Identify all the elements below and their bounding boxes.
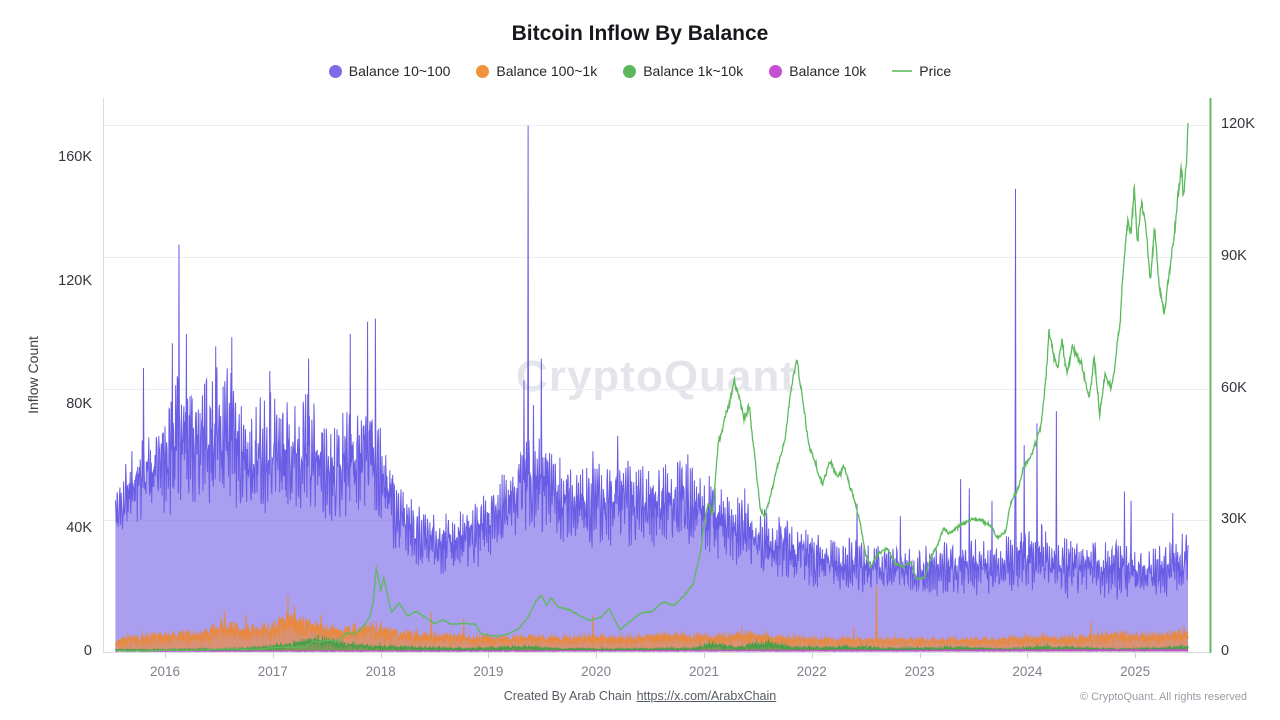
left-axis-tick-label: 80K (66, 396, 92, 412)
x-axis-year-label: 2020 (581, 664, 612, 679)
legend-item-label: Balance 10~100 (348, 63, 451, 79)
legend-dot-icon (328, 64, 342, 78)
legend-dot-icon (769, 64, 783, 78)
left-axis-tick-label: 120K (58, 272, 92, 289)
x-axis-year-label: 2023 (904, 664, 935, 679)
x-axis-year-label: 2019 (473, 664, 504, 679)
legend-item-label: Balance 100~1k (496, 63, 598, 79)
legend-line-icon (892, 70, 913, 72)
x-axis-year-label: 2016 (149, 664, 181, 679)
x-axis-year-label: 2018 (365, 664, 396, 679)
footer-credit-text: Created By Arab Chain (503, 689, 632, 703)
left-axis-tick-label: 160K (58, 149, 92, 165)
right-axis-tick-label: 30K (1221, 511, 1247, 528)
x-axis-year-label: 2022 (796, 664, 827, 679)
legend-item-balance-10k[interactable]: Balance 10k (769, 63, 866, 79)
legend-item-balance-100-1k[interactable]: Balance 100~1k (476, 63, 597, 79)
footer-credit: Created By Arab Chain https://x.com/Arabx… (0, 689, 1280, 703)
legend-item-label: Price (919, 63, 952, 79)
legend: Balance 10~100 Balance 100~1k Balance 1k~1… (0, 63, 1280, 79)
chart-title: Bitcoin Inflow By Balance (511, 22, 769, 45)
legend-item-price[interactable]: Price (892, 63, 951, 79)
legend-dot-icon (476, 64, 490, 78)
footer-copyright: © CryptoQuant. All rights reserved (1079, 691, 1247, 703)
left-axis-tick-label: 0 (83, 643, 92, 659)
legend-item-label: Balance 10k (789, 63, 867, 79)
legend-item-label: Balance 1k~10k (643, 63, 744, 79)
right-axis-tick-label: 60K (1221, 379, 1247, 396)
right-axis-tick-label: 90K (1221, 247, 1247, 264)
x-axis-year-label: 2024 (1012, 664, 1043, 679)
legend-item-balance-10-100[interactable]: Balance 10~100 (328, 63, 451, 79)
right-axis-tick-label: 0 (1221, 643, 1230, 659)
legend-item-balance-1k-10k[interactable]: Balance 1k~10k (623, 63, 743, 79)
footer-credit-link[interactable]: https://x.com/ArabxChain (636, 689, 777, 703)
x-axis-year-label: 2017 (257, 664, 288, 679)
right-axis-tick-label: 120K (1221, 116, 1255, 132)
left-axis-tick-label: 40K (66, 519, 92, 536)
legend-dot-icon (623, 64, 637, 78)
x-axis-year-label: 2025 (1120, 664, 1151, 679)
x-axis-year-label: 2021 (688, 664, 720, 679)
